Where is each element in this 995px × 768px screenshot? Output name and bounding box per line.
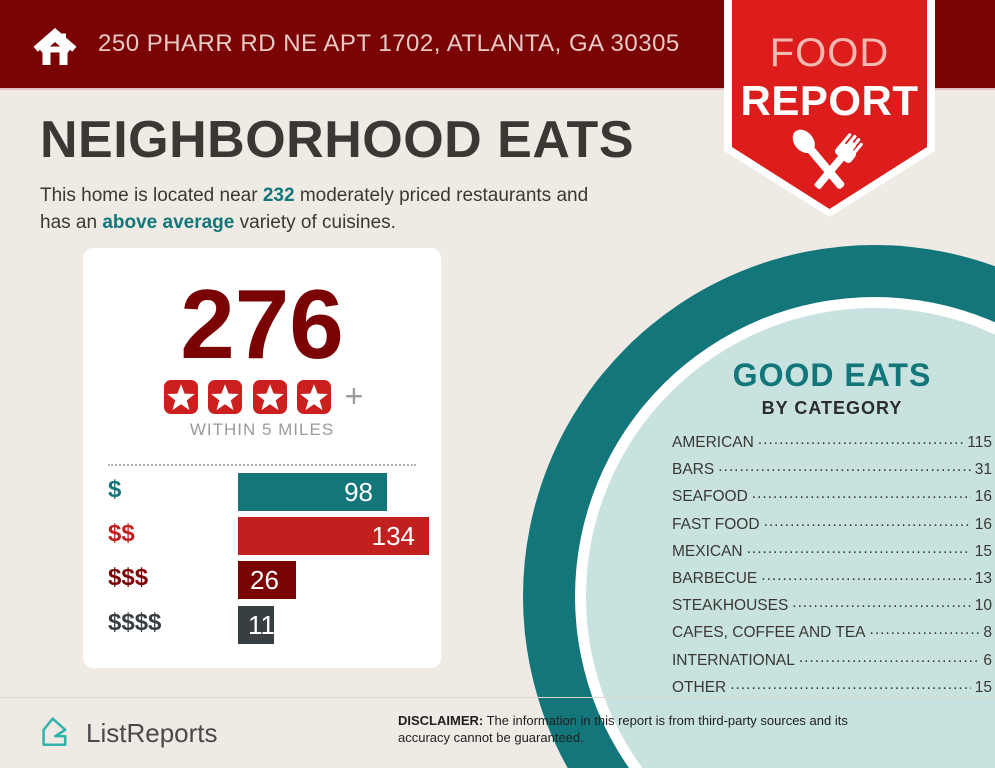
- svg-text:FOOD: FOOD: [770, 31, 890, 75]
- svg-text:REPORT: REPORT: [740, 77, 918, 124]
